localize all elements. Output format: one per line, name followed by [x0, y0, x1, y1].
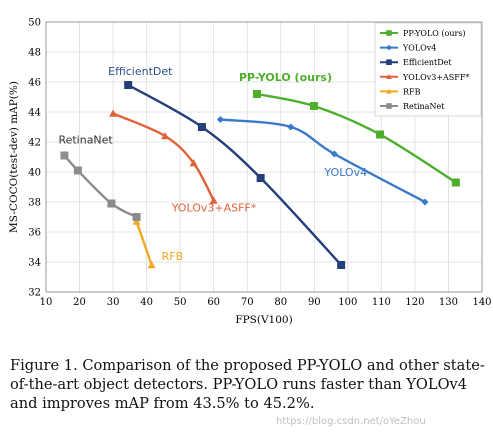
legend-box — [374, 22, 482, 117]
legend-item-rfb: RFB — [380, 87, 421, 96]
x-tick-label: 60 — [207, 297, 220, 308]
legend-label: EfficientDet — [403, 58, 452, 67]
series-line — [256, 92, 457, 184]
series-yolov3-asff — [109, 109, 218, 204]
series-label-yolov4: YOLOv4 — [323, 166, 367, 179]
series-label-retinanet: RetinaNet — [58, 134, 113, 147]
data-point — [73, 166, 82, 175]
data-point — [421, 198, 429, 206]
y-axis-title: MS-COCO(test-dev) mAP(%) — [8, 81, 20, 233]
legend-label: RetinaNet — [403, 102, 445, 111]
legend-item-pp-yolo-ours: PP-YOLO (ours) — [380, 29, 466, 38]
series-group — [60, 81, 460, 269]
x-axis-title: FPS(V100) — [235, 314, 292, 326]
data-point — [337, 261, 346, 269]
x-tick-label: 10 — [40, 297, 53, 308]
data-point — [132, 213, 141, 221]
legend: PP-YOLO (ours) YOLOv4 EfficientDet YOLOv3+A… — [380, 29, 469, 111]
y-tick-label: 44 — [28, 108, 41, 119]
x-tick-label: 140 — [472, 297, 491, 308]
legend-label: YOLOv4 — [402, 44, 436, 53]
x-tick-label: 70 — [241, 297, 254, 308]
series-line — [112, 112, 215, 202]
series-label-efficientdet: EfficientDet — [108, 65, 173, 78]
series-label-pp-yolo-ours: PP-YOLO (ours) — [239, 71, 332, 84]
series-line — [220, 118, 426, 204]
x-tick-label: 20 — [73, 297, 86, 308]
data-point — [124, 81, 133, 89]
data-point — [376, 130, 385, 139]
series-line — [127, 83, 343, 266]
data-point — [256, 174, 265, 182]
data-point — [451, 178, 460, 187]
x-tick-label: 50 — [174, 297, 187, 308]
x-tick-label: 120 — [405, 297, 424, 308]
legend-label: PP-YOLO (ours) — [403, 29, 466, 38]
legend-label: RFB — [403, 87, 421, 96]
legend-item-yolov3-asff: YOLOv3+ASFF* — [380, 73, 469, 82]
series-yolov4 — [216, 116, 429, 206]
y-tick-label: 34 — [28, 258, 41, 269]
y-axis-ticks: 32 34 36 38 40 42 44 46 48 50 — [28, 18, 41, 299]
data-point — [60, 151, 69, 160]
x-tick-label: 130 — [439, 297, 458, 308]
y-tick-label: 48 — [28, 48, 41, 59]
series-label-yolov3-asff: YOLOv3+ASFF* — [171, 202, 257, 215]
y-tick-label: 38 — [28, 198, 41, 209]
data-point — [309, 102, 318, 110]
data-point — [197, 123, 206, 131]
series-line — [63, 154, 138, 219]
y-tick-label: 40 — [28, 168, 41, 179]
y-tick-label: 50 — [28, 18, 41, 29]
legend-marker — [386, 44, 392, 51]
legend-item-retinanet: RetinaNet — [380, 102, 445, 111]
data-point — [216, 116, 224, 123]
x-tick-label: 110 — [372, 297, 391, 308]
y-tick-label: 46 — [28, 78, 41, 89]
data-point — [252, 90, 261, 98]
legend-item-efficientdet: EfficientDet — [380, 58, 452, 67]
series-label-rfb: RFB — [162, 250, 184, 263]
data-point — [109, 109, 118, 117]
x-tick-label: 100 — [338, 297, 357, 308]
series-labels: PP-YOLO (ours) YOLOv4 EfficientDet YOLOv3+A… — [58, 65, 367, 263]
series-efficientdet — [124, 81, 346, 269]
legend-marker — [386, 59, 392, 65]
legend-marker — [386, 103, 392, 109]
x-axis-ticks: 10 20 30 40 50 60 70 80 90 100 110 120 130 140 — [40, 297, 492, 308]
legend-item-yolov4: YOLOv4 — [380, 44, 436, 53]
series-retinanet — [60, 151, 141, 221]
data-point — [107, 199, 116, 208]
y-tick-label: 32 — [28, 288, 41, 299]
data-point — [161, 132, 170, 140]
x-tick-label: 30 — [107, 297, 120, 308]
y-tick-label: 36 — [28, 228, 41, 239]
x-tick-label: 90 — [308, 297, 321, 308]
chart: 10 20 30 40 50 60 70 80 90 100 110 120 130 140 32 34 36… — [8, 18, 492, 327]
legend-marker — [386, 74, 392, 80]
series-rfb — [132, 217, 156, 269]
data-point — [189, 159, 198, 167]
plot-frame — [45, 21, 483, 293]
legend-marker — [386, 30, 392, 36]
watermark: https://blog.csdn.net/oYeZhou — [276, 416, 426, 427]
x-tick-label: 80 — [274, 297, 287, 308]
y-tick-label: 42 — [28, 138, 41, 149]
data-point — [132, 217, 141, 225]
data-point — [209, 196, 218, 204]
x-tick-label: 40 — [140, 297, 153, 308]
legend-label: YOLOv3+ASFF* — [402, 73, 469, 82]
data-point — [287, 123, 295, 131]
figure-caption: Figure 1. Comparison of the proposed PP-… — [10, 357, 485, 412]
series-pp-yolo-ours — [252, 90, 460, 187]
data-point — [147, 261, 156, 269]
legend-marker — [386, 88, 392, 94]
data-point — [330, 150, 338, 158]
